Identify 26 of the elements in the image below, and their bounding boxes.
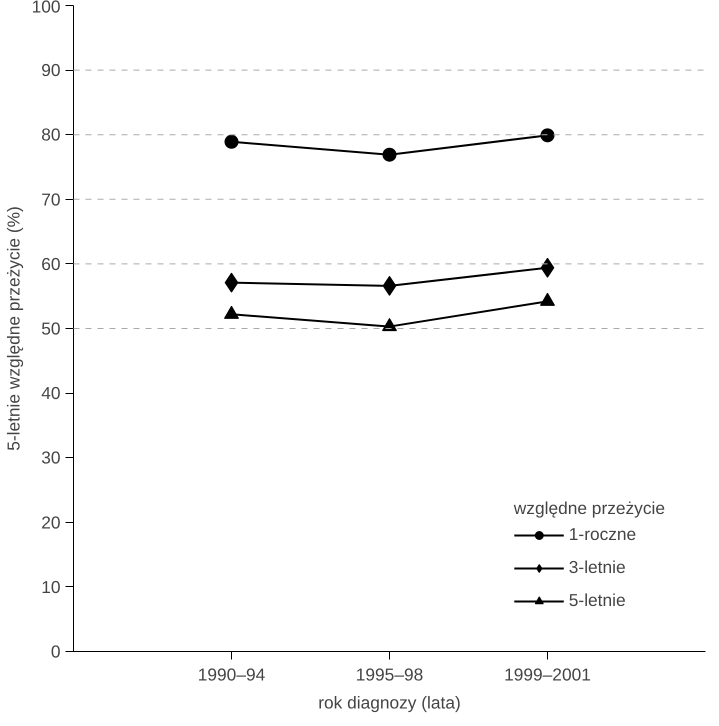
y-tick-label: 80 xyxy=(41,124,61,145)
point xyxy=(224,306,239,319)
legend-title: względne przeżycie xyxy=(514,498,665,519)
y-tick-label: 60 xyxy=(41,254,61,274)
y-tick-label: 20 xyxy=(41,512,61,532)
legend-label: 5-letnie xyxy=(568,590,626,611)
y-tick-label: 70 xyxy=(41,189,61,210)
legend-label: 3-letnie xyxy=(568,557,626,578)
y-tick-label: 90 xyxy=(41,60,61,80)
y-tick-label: 0 xyxy=(50,642,61,662)
x-axis-title: rok diagnozy (lata) xyxy=(318,692,461,712)
legend-label: 1-roczne xyxy=(568,524,636,545)
y-tick-label: 40 xyxy=(41,383,61,404)
point xyxy=(382,148,396,162)
y-tick-label: 10 xyxy=(41,576,61,597)
point xyxy=(224,134,238,149)
point xyxy=(540,128,554,142)
y-tick-label: 100 xyxy=(32,0,61,16)
point xyxy=(540,292,555,306)
y-tick-label: 30 xyxy=(41,448,61,468)
point xyxy=(382,318,397,332)
y-axis-title: 5-letnie względne przeżycie (%) xyxy=(4,206,24,451)
x-tick-label: 1990–94 xyxy=(198,664,266,684)
y-tick-label: 50 xyxy=(41,318,61,338)
x-tick-label: 1999–2001 xyxy=(504,664,591,684)
x-tick-label: 1995–98 xyxy=(356,664,424,684)
